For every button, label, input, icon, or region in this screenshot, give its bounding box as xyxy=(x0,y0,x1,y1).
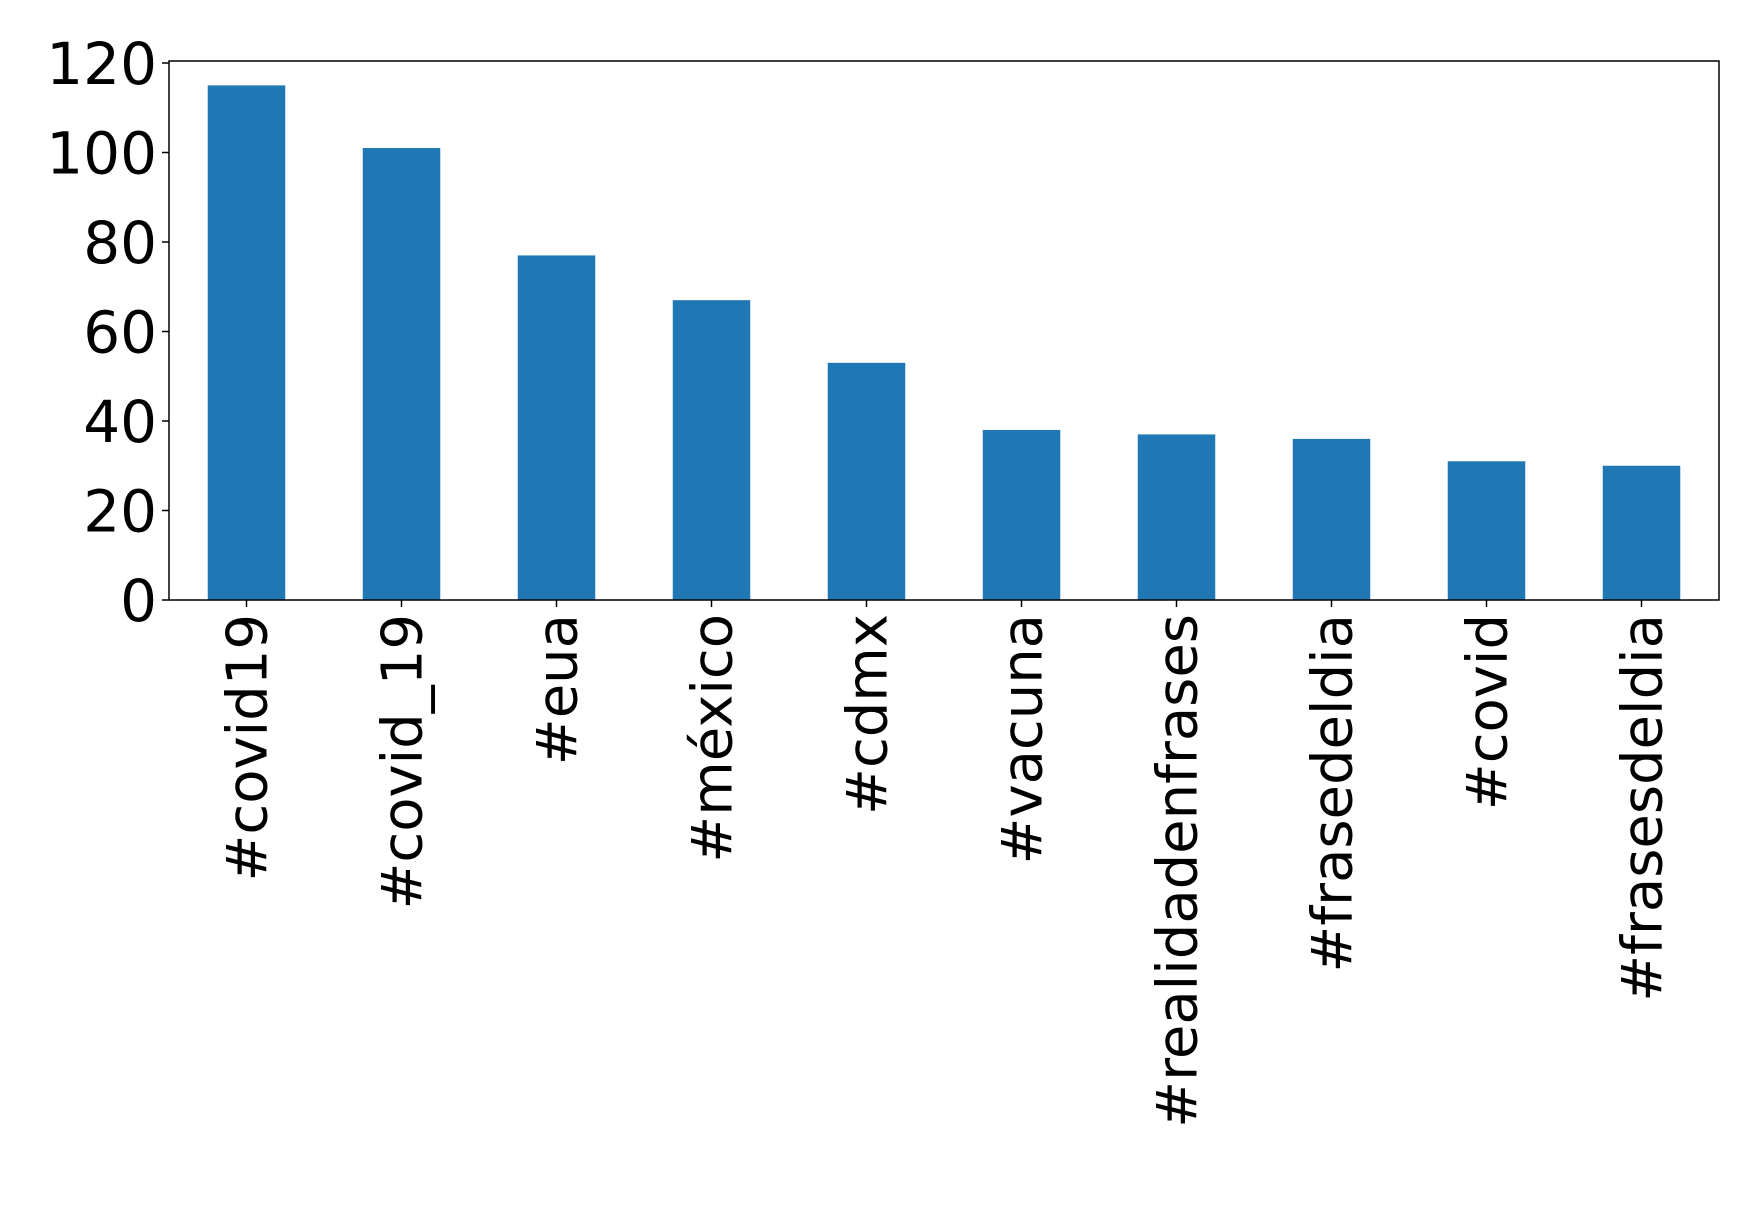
x-tick-label: #covid xyxy=(1456,614,1521,810)
axes-frame xyxy=(168,60,1720,601)
bar-8 xyxy=(1447,461,1526,600)
bar-1 xyxy=(362,148,441,600)
y-tick-label: 20 xyxy=(83,478,157,546)
x-tick-label: #realidadenfrases xyxy=(1146,614,1211,1128)
bar-7 xyxy=(1292,438,1371,600)
bar-6 xyxy=(1137,434,1216,600)
x-tick-label: #vacuna xyxy=(991,614,1056,864)
y-tick-label: 60 xyxy=(83,299,157,367)
x-tick-label: #covid19 xyxy=(216,614,281,881)
x-tick-label: #cdmx xyxy=(836,614,901,815)
bar-5 xyxy=(982,429,1061,600)
y-tick-label: 80 xyxy=(83,209,157,277)
x-tick-label: #méxico xyxy=(681,614,746,863)
y-tick-label: 0 xyxy=(120,567,157,635)
x-tick-label: #covid_19 xyxy=(371,614,436,909)
bar-2 xyxy=(517,255,596,601)
x-tick-label: #eua xyxy=(526,614,591,765)
y-tick-label: 120 xyxy=(46,30,157,98)
x-tick-label: #frasesdeldia xyxy=(1611,614,1676,1002)
y-tick-label: 40 xyxy=(83,388,157,456)
y-tick-label: 100 xyxy=(46,120,157,188)
bar-0 xyxy=(207,85,286,600)
bar-9 xyxy=(1602,465,1681,600)
bar-4 xyxy=(827,362,906,600)
bar-3 xyxy=(672,300,751,600)
x-tick-label: #frasedeldia xyxy=(1301,614,1366,973)
